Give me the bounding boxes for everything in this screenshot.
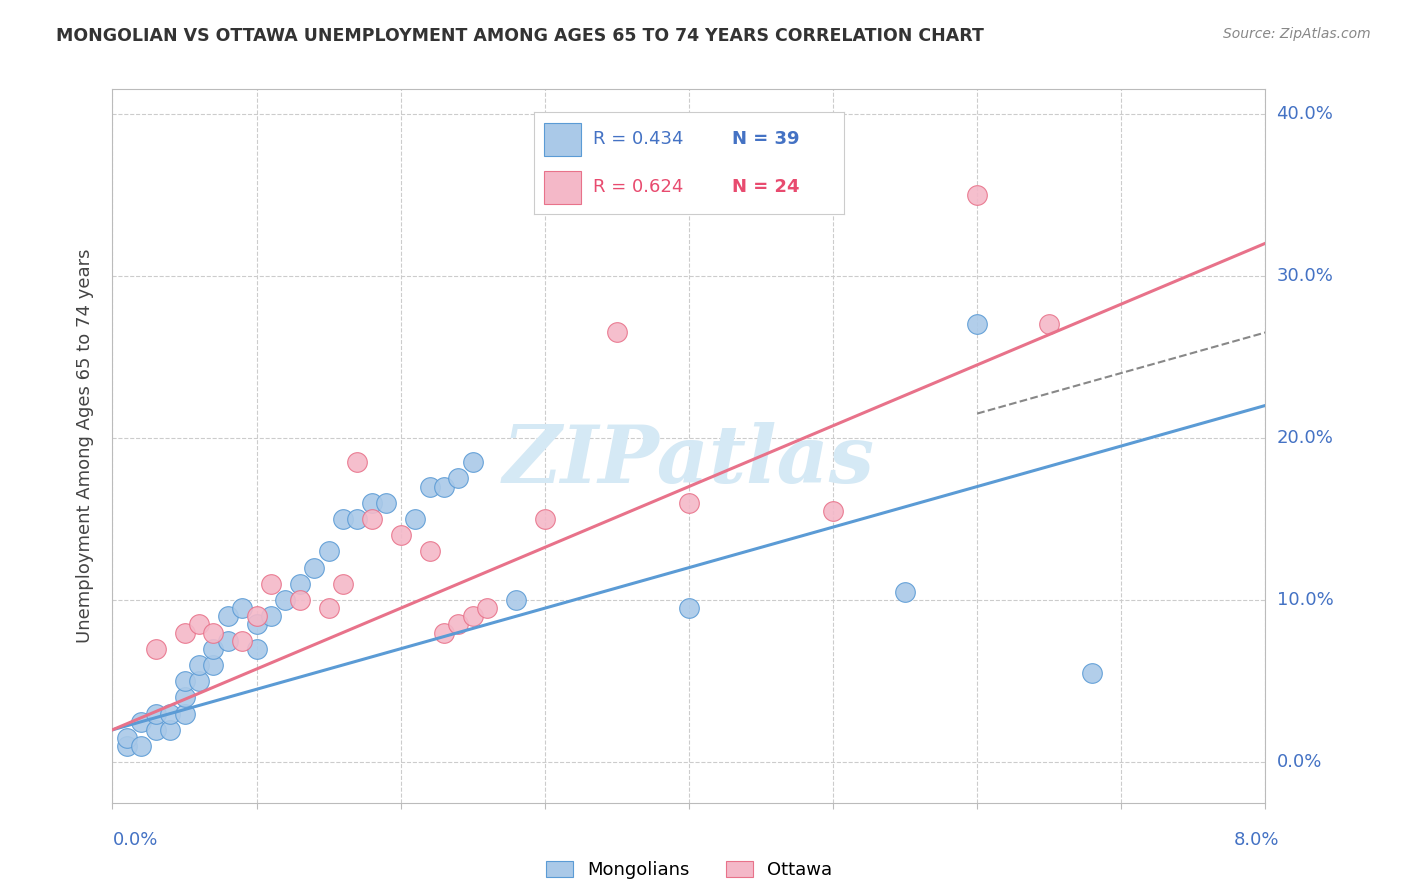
Point <box>115 731 138 745</box>
Point <box>304 560 326 574</box>
Point <box>159 723 181 737</box>
Point <box>318 601 340 615</box>
Text: 40.0%: 40.0% <box>1277 104 1333 122</box>
Text: R = 0.624: R = 0.624 <box>593 178 683 196</box>
Point <box>419 479 441 493</box>
Point <box>346 512 368 526</box>
Point <box>245 609 267 624</box>
Point <box>173 625 195 640</box>
Point <box>505 593 527 607</box>
Point <box>433 625 456 640</box>
Point <box>894 585 917 599</box>
Legend: Mongolians, Ottawa: Mongolians, Ottawa <box>538 854 839 887</box>
Point <box>217 609 239 624</box>
Point <box>260 609 283 624</box>
Point <box>145 723 167 737</box>
Point <box>332 512 354 526</box>
Point <box>129 739 153 753</box>
Point <box>461 455 484 469</box>
Point <box>404 512 426 526</box>
Point <box>678 496 700 510</box>
Text: 10.0%: 10.0% <box>1277 591 1333 609</box>
Text: R = 0.434: R = 0.434 <box>593 130 683 148</box>
Point <box>433 479 456 493</box>
Point <box>1081 666 1104 681</box>
Point <box>360 496 382 510</box>
Bar <box>544 171 581 204</box>
Point <box>318 544 340 558</box>
Point <box>447 471 470 485</box>
Text: 8.0%: 8.0% <box>1234 830 1279 848</box>
Point <box>245 641 267 656</box>
Point <box>202 657 225 672</box>
Point <box>606 326 628 340</box>
Point <box>159 706 181 721</box>
Point <box>188 617 211 632</box>
Point <box>173 706 195 721</box>
Text: 20.0%: 20.0% <box>1277 429 1333 447</box>
Point <box>332 577 354 591</box>
Point <box>202 641 225 656</box>
Text: N = 24: N = 24 <box>733 178 800 196</box>
Point <box>447 617 470 632</box>
Point <box>245 617 267 632</box>
Point <box>475 601 498 615</box>
Text: ZIPatlas: ZIPatlas <box>503 422 875 499</box>
Point <box>188 674 211 689</box>
Point <box>966 187 988 202</box>
Point <box>260 577 283 591</box>
Point <box>274 593 297 607</box>
Point <box>129 714 153 729</box>
Text: N = 39: N = 39 <box>733 130 800 148</box>
Y-axis label: Unemployment Among Ages 65 to 74 years: Unemployment Among Ages 65 to 74 years <box>76 249 94 643</box>
Point <box>173 674 195 689</box>
Point <box>288 577 311 591</box>
Point <box>145 706 167 721</box>
Point <box>821 504 844 518</box>
Text: 30.0%: 30.0% <box>1277 267 1333 285</box>
Point <box>145 641 167 656</box>
Point <box>115 739 138 753</box>
Point <box>231 633 253 648</box>
Point <box>966 318 988 332</box>
Point <box>461 609 484 624</box>
Point <box>678 601 700 615</box>
Point <box>346 455 368 469</box>
Bar <box>544 123 581 155</box>
Point <box>1038 318 1060 332</box>
Point <box>217 633 239 648</box>
Point <box>202 625 225 640</box>
Text: 0.0%: 0.0% <box>112 830 157 848</box>
Point <box>288 593 311 607</box>
Point <box>419 544 441 558</box>
Point <box>360 512 382 526</box>
Text: MONGOLIAN VS OTTAWA UNEMPLOYMENT AMONG AGES 65 TO 74 YEARS CORRELATION CHART: MONGOLIAN VS OTTAWA UNEMPLOYMENT AMONG A… <box>56 27 984 45</box>
Point <box>188 657 211 672</box>
Text: 0.0%: 0.0% <box>1277 753 1322 772</box>
Point <box>173 690 195 705</box>
Text: Source: ZipAtlas.com: Source: ZipAtlas.com <box>1223 27 1371 41</box>
Point <box>533 512 555 526</box>
Point <box>231 601 253 615</box>
Point <box>375 496 398 510</box>
Point <box>389 528 412 542</box>
